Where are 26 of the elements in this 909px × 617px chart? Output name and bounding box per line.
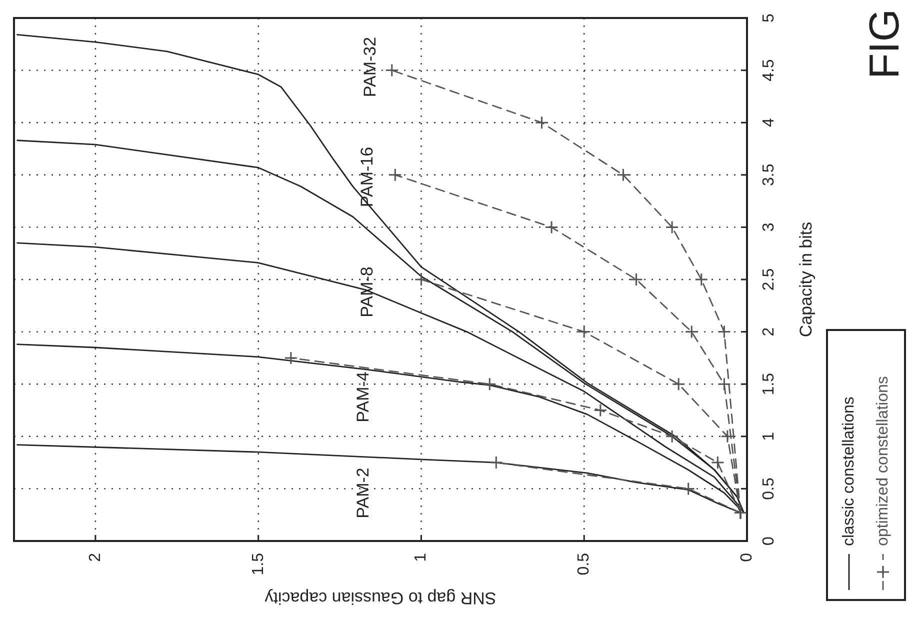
x-tick-label: 1.5	[250, 552, 267, 576]
y-tick-label: 0.5	[760, 477, 778, 500]
y-tick-label: 2.5	[760, 268, 778, 291]
annotation: PAM-8	[358, 266, 376, 318]
y-tick-label: 1.5	[760, 372, 778, 396]
y-tick-label: 2	[760, 327, 778, 336]
x-tick-label: 0	[738, 552, 756, 562]
y-tick-label: 1	[760, 432, 778, 441]
y-tick-label: 4	[760, 118, 778, 128]
annotation: PAM-16	[358, 146, 376, 208]
y-tick-label: 0	[760, 536, 778, 546]
annotation: PAM-2	[354, 468, 372, 518]
y-tick-label: 5	[760, 13, 778, 22]
y-axis-title: Capacity in bits	[796, 222, 816, 338]
y-tick-label: 3.5	[760, 164, 778, 186]
y-tick-label: 4.5	[760, 59, 778, 82]
x-tick-label: 2	[86, 552, 104, 562]
text: classic constellations	[840, 396, 858, 546]
annotation: PAM-4	[354, 372, 372, 422]
annotation: PAM-32	[360, 36, 380, 98]
x-tick-label: 0.5	[576, 552, 593, 576]
y-tick-label: 3	[760, 222, 778, 232]
x-axis-title: SNR gap to Gaussian capacity	[264, 588, 496, 608]
x-tick-label: 1	[412, 552, 430, 562]
text: optimized constellations	[874, 376, 892, 546]
text: FIG	[860, 9, 908, 79]
